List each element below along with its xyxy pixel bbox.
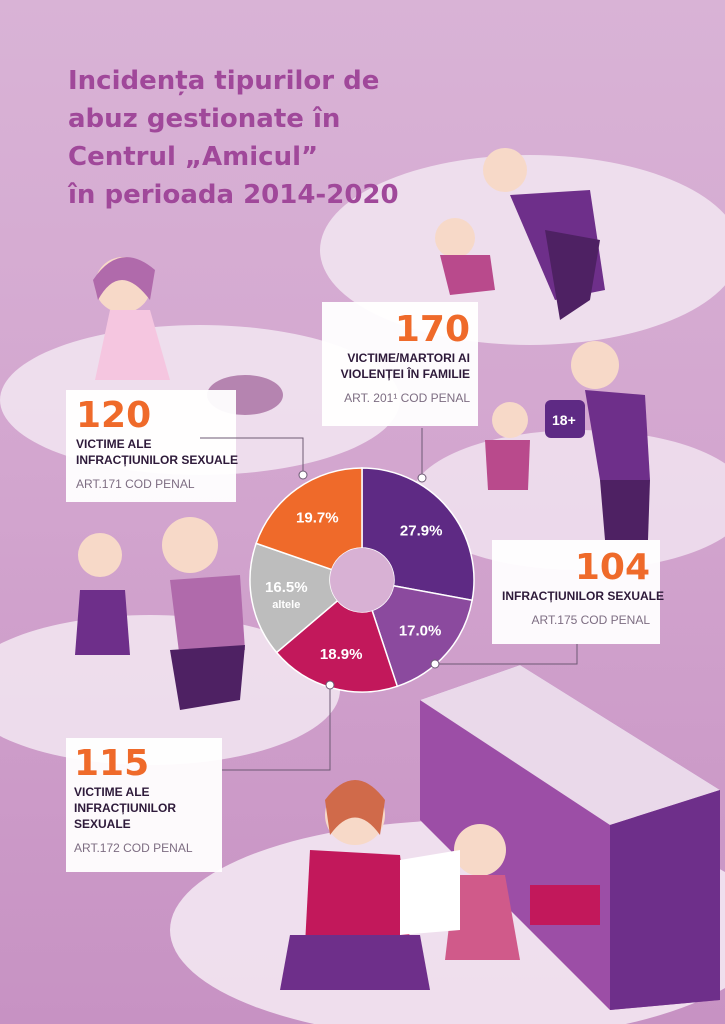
callout-value: 170 (394, 309, 470, 350)
page-title: Incidența tipurilor de abuz gestionate î… (68, 62, 399, 214)
connector-dots (298, 470, 440, 690)
callout-label: VICTIME/MARTORI AI (347, 351, 470, 365)
title-line: Incidența tipurilor de (68, 66, 380, 96)
title-line: în perioada 2014-2020 (68, 180, 399, 210)
slice-value-label: 18.9% (320, 646, 363, 663)
callout-label: INFRACȚIUNILOR SEXUALE (76, 453, 238, 467)
donut-slices: 27.9% 17.0% 18.9% 16.5% altele 19.7% (249, 467, 475, 693)
connector-dot (325, 680, 335, 690)
title-line: Centrul „Amicul” (68, 142, 319, 172)
callout-label: INFRACȚIUNILOR SEXUALE (502, 589, 664, 603)
callout-label: SEXUALE (74, 817, 131, 831)
callout-article: ART. 201¹ COD PENAL (344, 391, 470, 405)
slice-value-label: 16.5% (265, 579, 308, 596)
callout-104: 104 INFRACȚIUNILOR SEXUALE ART.175 COD P… (492, 540, 664, 644)
woman-reading-to-child-illustration (280, 780, 520, 990)
callout-170: 170 VICTIME/MARTORI AI VIOLENȚEI ÎN FAMI… (322, 302, 478, 426)
callout-label: VIOLENȚEI ÎN FAMILIE (340, 367, 470, 381)
slice-value-label: 17.0% (399, 623, 442, 640)
callout-label: VICTIME ALE (74, 785, 150, 799)
connector-line-120 (200, 437, 304, 475)
callout-article: ART.175 COD PENAL (531, 613, 651, 627)
crouching-man-and-girl-illustration (75, 517, 245, 710)
slice-value-label: 19.7% (296, 509, 339, 526)
callout-value: 115 (74, 743, 150, 784)
connector-line-115 (222, 685, 331, 771)
callout-120: 120 VICTIME ALE INFRACȚIUNILOR SEXUALE A… (66, 390, 238, 502)
callout-115: 115 VICTIME ALE INFRACȚIUNILOR SEXUALE A… (66, 738, 222, 872)
callout-label: VICTIME ALE (76, 437, 152, 451)
connector-line-104 (435, 644, 578, 665)
woman-and-child-illustration (435, 148, 605, 320)
callout-value: 120 (76, 395, 152, 436)
connector-dot (430, 659, 440, 669)
tablet-text: 18+ (552, 412, 576, 428)
title-line: abuz gestionate în (68, 104, 341, 134)
platform-disc (320, 155, 725, 345)
building-illustration (420, 665, 720, 1010)
callout-value: 104 (574, 547, 650, 588)
connector-dot (417, 473, 427, 483)
slice-value-label: 27.9% (400, 523, 443, 540)
man-with-tablet-illustration: 18+ (485, 341, 650, 540)
callout-article: ART.171 COD PENAL (76, 477, 195, 491)
connector-dot (298, 470, 308, 480)
donut-hole (330, 548, 394, 612)
connector-lines (200, 428, 578, 771)
slice-sublabel: altele (272, 599, 300, 611)
callout-label: INFRACȚIUNILOR (74, 801, 176, 815)
callout-article: ART.172 COD PENAL (74, 841, 193, 855)
